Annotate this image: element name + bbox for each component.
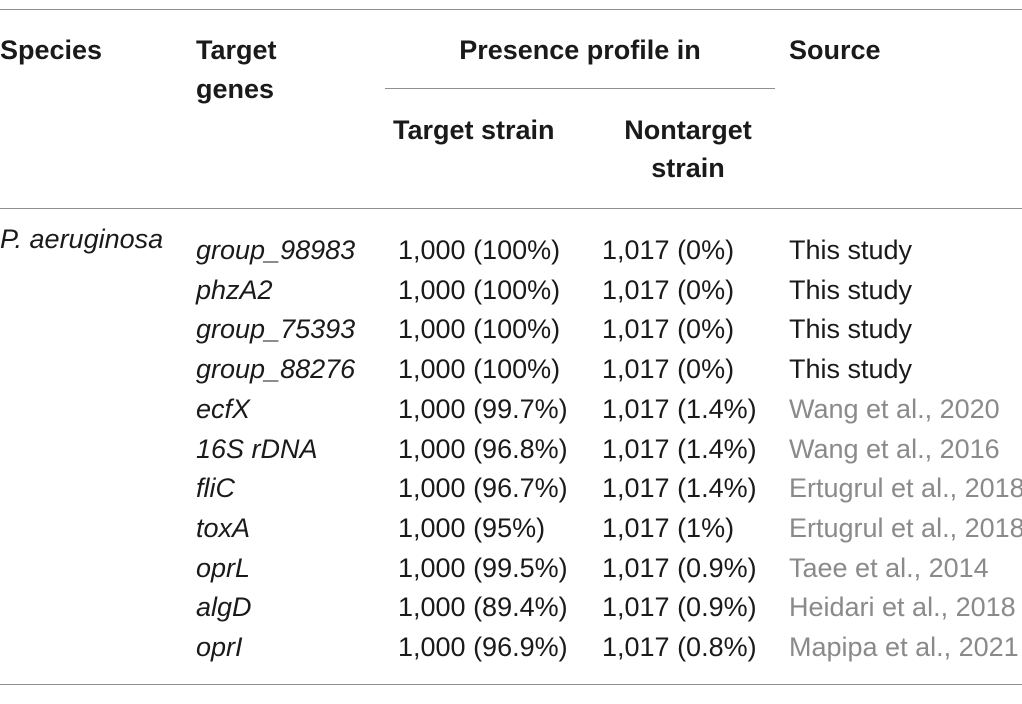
- source-cell: Ertugrul et al., 2018: [789, 512, 1022, 543]
- target-strain-cell: 1,000 (89.4%): [398, 592, 568, 623]
- header-bottom-rule: [0, 208, 1022, 209]
- source-cell: Taee et al., 2014: [789, 552, 989, 583]
- nontarget-strain-cell: 1,017 (0.9%): [602, 552, 757, 583]
- source-cell: This study: [789, 274, 913, 305]
- source-cell: Heidari et al., 2018: [789, 592, 1016, 623]
- header-target-genes-line1: Target: [196, 35, 277, 65]
- gene-cell: fliC: [196, 473, 235, 504]
- source-cell: Wang et al., 2016: [789, 433, 1000, 464]
- target-strain-cell: 1,000 (99.5%): [398, 552, 568, 583]
- header-presence-profile: Presence profile in: [459, 35, 701, 65]
- gene-cell: group_88276: [196, 354, 356, 385]
- target-strain-cell: 1,000 (100%): [398, 354, 561, 385]
- header-source: Source: [789, 35, 881, 65]
- gene-cell: toxA: [196, 512, 251, 543]
- nontarget-strain-cell: 1,017 (1.4%): [602, 433, 757, 464]
- bottom-rule: [0, 684, 1022, 685]
- nontarget-strain-cell: 1,017 (0%): [602, 274, 735, 305]
- species-cell: P. aeruginosa: [0, 224, 164, 254]
- top-rule: [0, 9, 1022, 10]
- nontarget-strain-cell: 1,017 (0.8%): [602, 632, 757, 662]
- nontarget-strain-cell: 1,017 (1.4%): [602, 473, 757, 504]
- nontarget-strain-cell: 1,017 (1%): [602, 512, 735, 543]
- target-strain-cell: 1,000 (95%): [398, 512, 546, 543]
- nontarget-strain-cell: 1,017 (0%): [602, 314, 735, 345]
- nontarget-strain-cell: 1,017 (0.9%): [602, 592, 757, 623]
- header-nontarget-line1: Nontarget: [624, 115, 752, 145]
- header-nontarget-line2: strain: [651, 153, 725, 183]
- source-cell: Mapipa et al., 2021: [789, 632, 1019, 662]
- gene-cell: group_98983: [196, 235, 356, 265]
- target-strain-cell: 1,000 (100%): [398, 235, 561, 265]
- gene-cell: oprI: [196, 632, 243, 662]
- header-target-strain: Target strain: [393, 115, 555, 145]
- gene-cell: 16S rDNA: [196, 433, 318, 464]
- gene-cell: algD: [196, 592, 252, 623]
- nontarget-strain-cell: 1,017 (0%): [602, 354, 735, 385]
- source-cell: Ertugrul et al., 2018: [789, 473, 1022, 504]
- target-strain-cell: 1,000 (100%): [398, 274, 561, 305]
- nontarget-strain-cell: 1,017 (0%): [602, 235, 735, 265]
- header-target-genes-line2: genes: [196, 74, 275, 104]
- gene-cell: oprL: [196, 552, 251, 583]
- source-cell: This study: [789, 314, 913, 345]
- target-strain-cell: 1,000 (96.7%): [398, 473, 568, 504]
- nontarget-strain-cell: 1,017 (1.4%): [602, 393, 757, 424]
- target-strain-cell: 1,000 (99.7%): [398, 393, 568, 424]
- gene-cell: phzA2: [196, 274, 273, 305]
- header-species: Species: [0, 35, 103, 65]
- target-strain-cell: 1,000 (96.9%): [398, 632, 568, 662]
- target-strain-cell: 1,000 (96.8%): [398, 433, 568, 464]
- source-cell: Wang et al., 2020: [789, 393, 1000, 424]
- gene-cell: ecfX: [196, 393, 251, 424]
- gene-cell: group_75393: [196, 314, 356, 345]
- header-subrule: [385, 88, 775, 89]
- source-cell: This study: [789, 354, 913, 385]
- target-strain-cell: 1,000 (100%): [398, 314, 561, 345]
- source-cell: This study: [789, 235, 913, 265]
